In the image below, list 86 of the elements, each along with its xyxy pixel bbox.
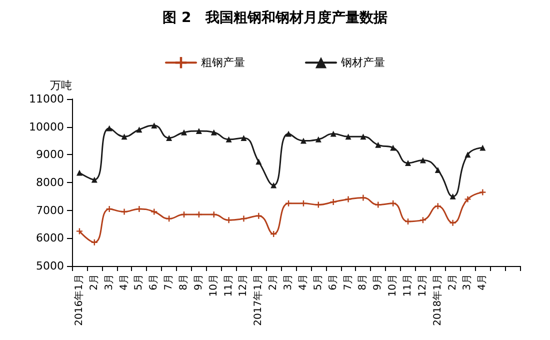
point <box>300 138 306 144</box>
y-tick-label: 6000 <box>36 232 64 245</box>
point <box>345 196 352 202</box>
point <box>136 126 142 133</box>
point <box>360 194 366 201</box>
x-tick-label: 2月 <box>268 274 280 290</box>
x-tick-label: 8月 <box>178 274 190 290</box>
point <box>330 130 336 137</box>
point <box>106 206 112 212</box>
point <box>375 142 382 148</box>
point <box>226 217 232 224</box>
y-tick-label: 8000 <box>36 176 64 189</box>
point <box>106 125 112 132</box>
point <box>196 128 202 134</box>
x-tick-label: 11月 <box>402 274 414 297</box>
point <box>91 239 98 246</box>
point <box>136 206 142 212</box>
point <box>464 152 471 158</box>
point <box>121 208 128 215</box>
x-tick-label: 12月 <box>417 274 428 297</box>
x-tick-label: 2月 <box>88 274 100 290</box>
x-tick-label: 11月 <box>223 274 234 297</box>
point <box>315 136 322 142</box>
x-tick-label: 3月 <box>283 274 294 290</box>
point <box>91 176 98 183</box>
point <box>330 198 336 205</box>
point <box>121 134 128 140</box>
point <box>360 134 366 140</box>
x-tick-label: 4月 <box>477 274 488 290</box>
point <box>240 134 247 141</box>
point <box>315 202 322 208</box>
point <box>181 129 187 136</box>
point <box>256 212 262 219</box>
point <box>375 202 382 208</box>
x-tick-label: 4月 <box>298 274 309 290</box>
point <box>151 122 158 128</box>
x-tick-label: 6月 <box>148 274 160 290</box>
x-tick-label: 5月 <box>312 274 324 290</box>
x-tick-label: 3月 <box>462 274 474 290</box>
point <box>464 196 471 202</box>
point <box>270 182 277 188</box>
x-tick-label: 10月 <box>388 274 399 297</box>
x-tick-label: 7月 <box>342 274 354 290</box>
x-tick-label: 2月 <box>447 274 458 290</box>
x-tick-label: 8月 <box>358 274 369 290</box>
point <box>151 208 158 215</box>
y-tick-label: 10000 <box>29 120 64 134</box>
point <box>76 170 82 176</box>
legend-label: 粗钢产量 <box>201 56 245 70</box>
x-tick-label: 12月 <box>238 274 250 297</box>
y-tick-label: 5000 <box>36 260 64 272</box>
x-tick-label: 9月 <box>193 274 204 290</box>
y-tick-label: 7000 <box>36 204 64 217</box>
point <box>226 136 232 142</box>
x-tick-label: 2016年1月 <box>72 274 85 326</box>
x-tick-label: 9月 <box>372 274 384 290</box>
point <box>434 203 441 210</box>
point <box>76 228 82 234</box>
point <box>480 144 486 151</box>
point <box>240 216 247 222</box>
x-tick-label: 3月 <box>104 274 115 290</box>
point <box>210 129 217 136</box>
y-axis-title: 万吨 <box>50 79 72 92</box>
x-tick-label: 2018年1月 <box>431 274 444 326</box>
legend-label: 钢材产量 <box>340 56 385 70</box>
x-tick-label: 6月 <box>328 274 339 290</box>
point <box>286 130 292 137</box>
y-tick-label: 9000 <box>36 148 64 162</box>
x-tick-label: 4月 <box>118 274 130 290</box>
x-tick-label: 7月 <box>164 274 175 290</box>
point <box>434 166 441 173</box>
point <box>480 189 486 196</box>
point <box>166 134 172 141</box>
point <box>256 158 262 165</box>
y-tick-label: 11000 <box>29 92 64 106</box>
chart-title: 图 2 我国粗钢和钢材月度产量数据 <box>162 9 388 26</box>
point <box>420 157 426 164</box>
x-tick-label: 5月 <box>134 274 145 290</box>
x-tick-label: 2017年1月 <box>252 274 264 326</box>
point <box>450 193 456 200</box>
point <box>390 144 396 151</box>
point <box>405 160 411 166</box>
x-tick-label: 10月 <box>208 274 220 297</box>
point <box>345 134 352 140</box>
point <box>166 216 172 222</box>
point <box>450 220 456 226</box>
